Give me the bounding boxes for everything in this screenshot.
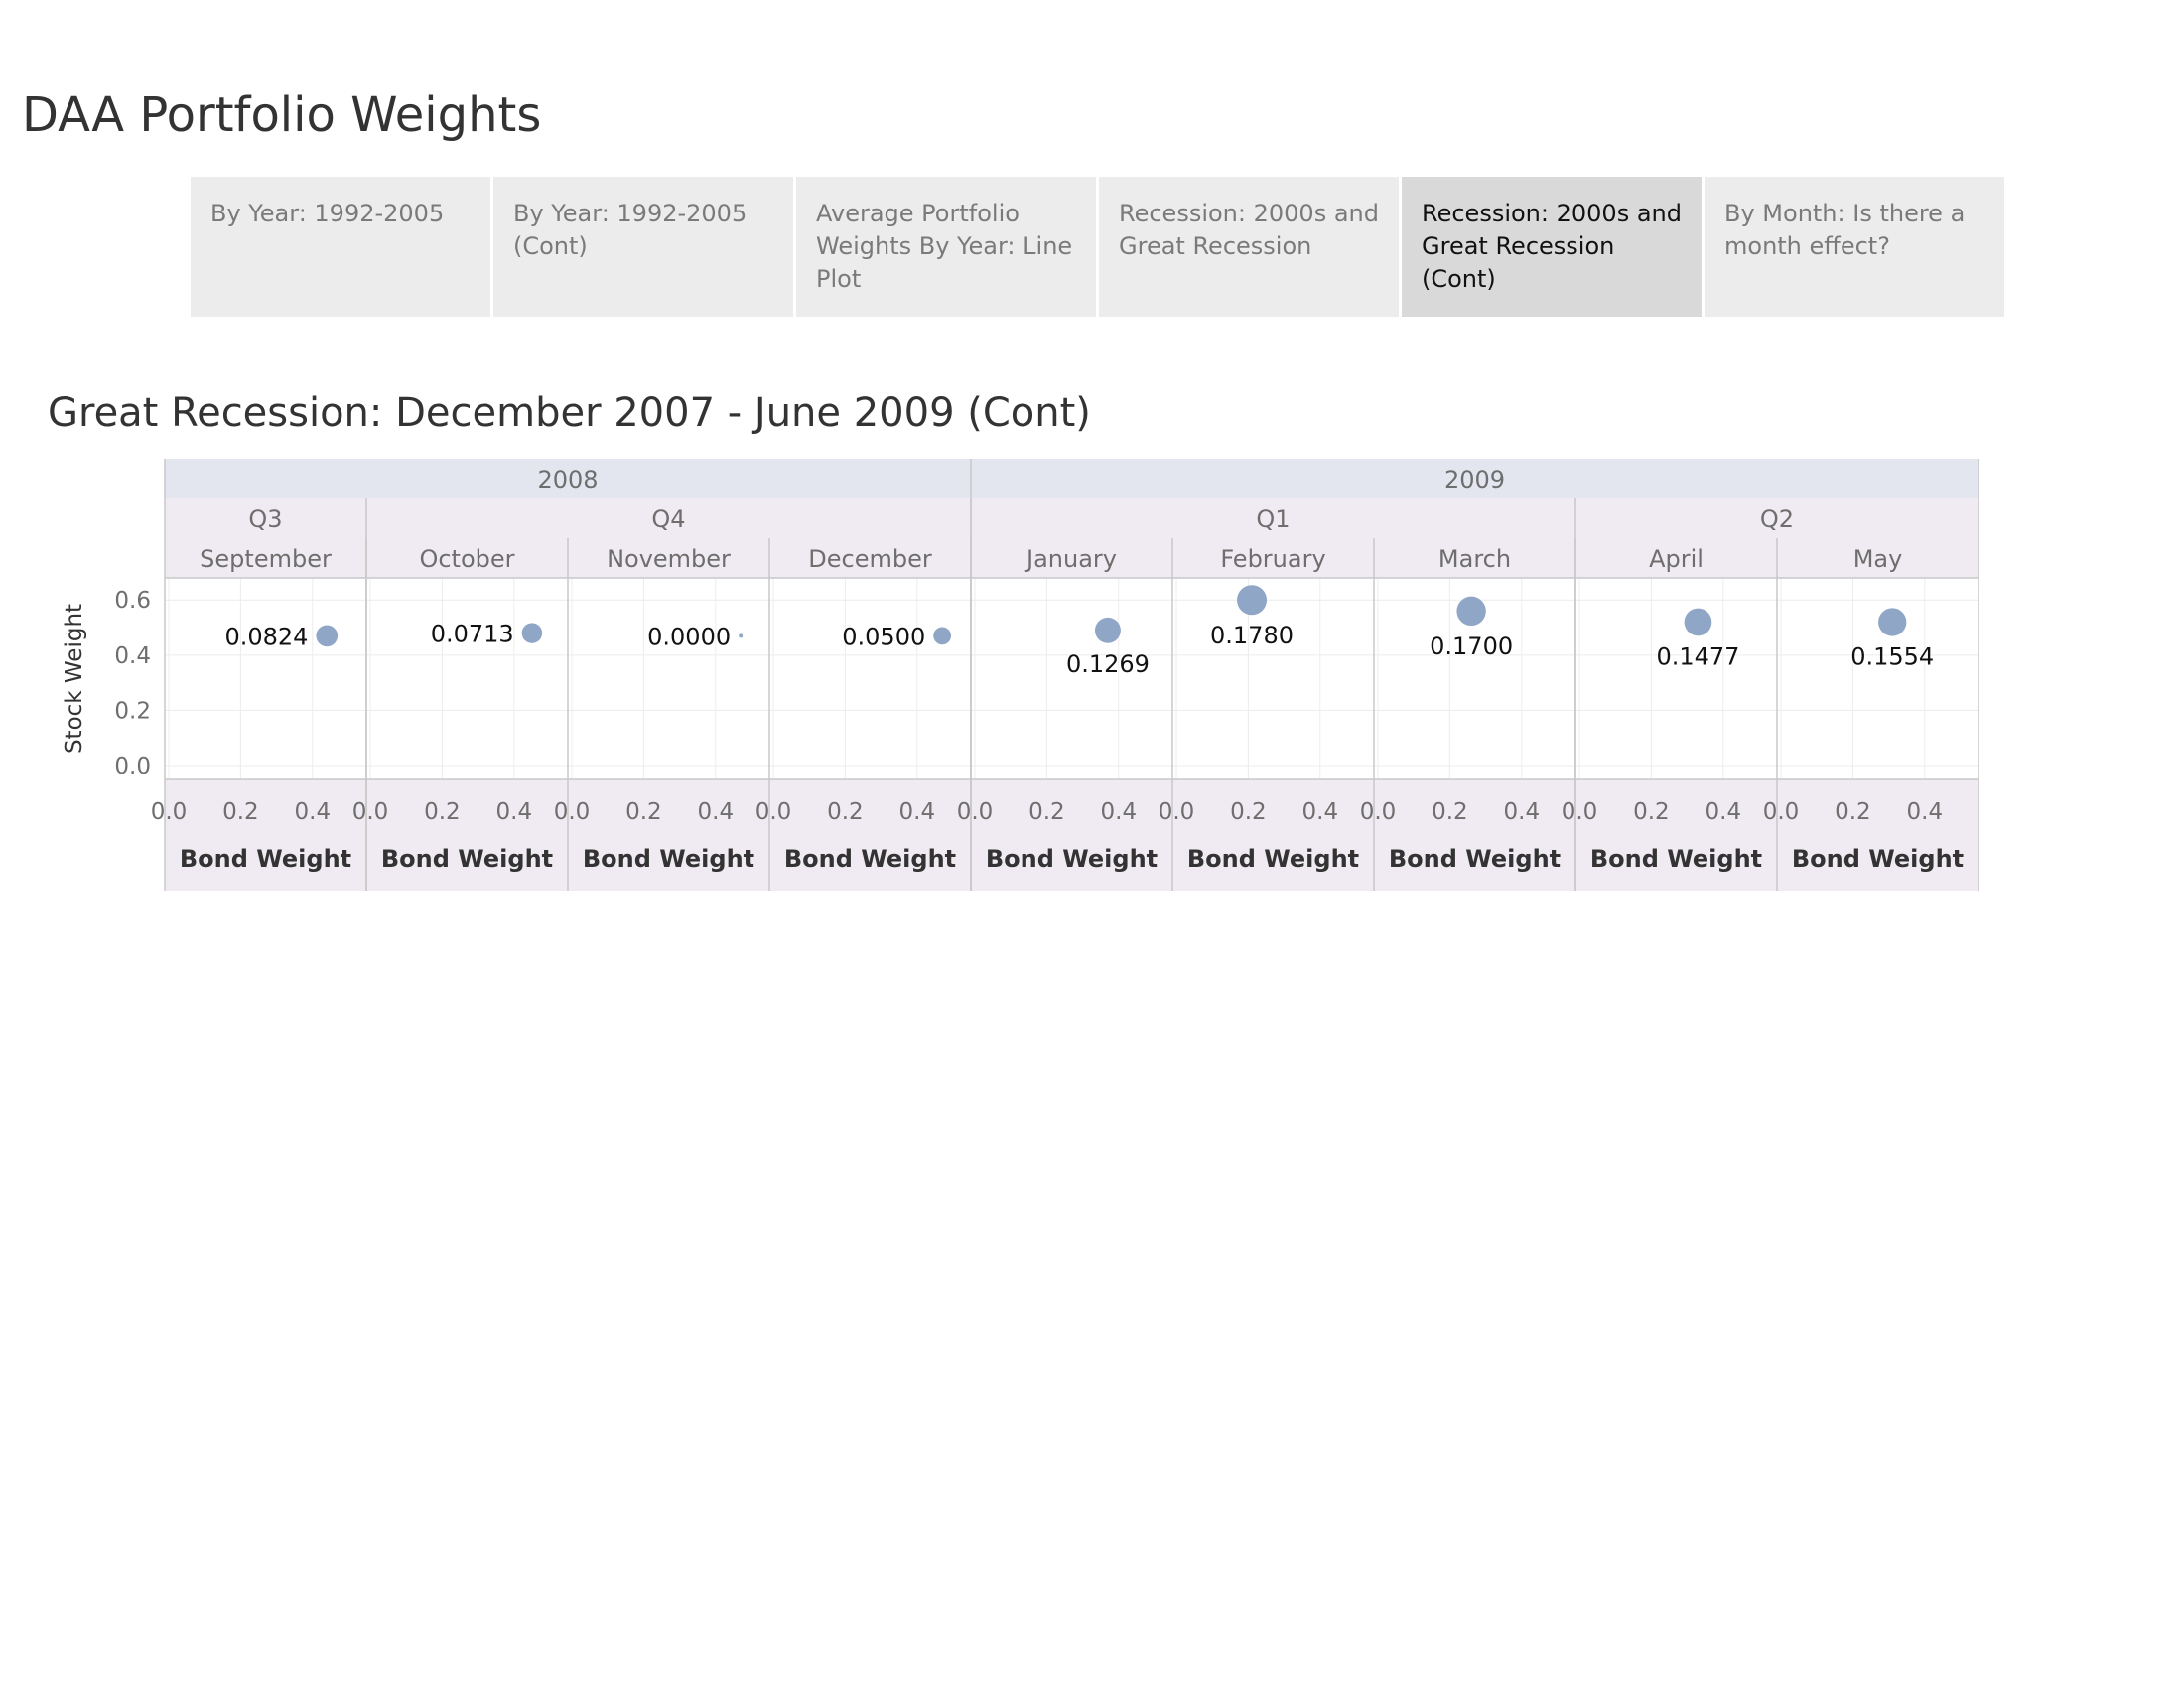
- x-axis-title: Bond Weight: [1590, 845, 1762, 873]
- y-tick-label: 0.0: [114, 754, 151, 779]
- x-tick-label: 0.0: [151, 799, 188, 825]
- month-label: March: [1438, 545, 1511, 573]
- y-tick-label: 0.4: [114, 643, 151, 669]
- x-tick-label: 0.2: [222, 799, 259, 825]
- x-tick-label: 0.4: [698, 799, 735, 825]
- month-label: September: [200, 545, 332, 573]
- x-axis-title: Bond Weight: [986, 845, 1158, 873]
- month-label: January: [1024, 545, 1117, 573]
- quarter-label: Q4: [651, 505, 685, 533]
- x-tick-label: 0.4: [496, 799, 533, 825]
- quarter-label: Q2: [1760, 505, 1794, 533]
- data-point-april: [1684, 608, 1712, 636]
- data-label: 0.1554: [1850, 643, 1934, 671]
- tab-by-month[interactable]: By Month: Is there a month effect?: [1705, 177, 2004, 317]
- month-label: October: [419, 545, 514, 573]
- month-label: February: [1220, 545, 1325, 573]
- chart-title: Great Recession: December 2007 - June 20…: [48, 390, 1091, 436]
- month-label: November: [607, 545, 731, 573]
- x-axis-title: Bond Weight: [1187, 845, 1359, 873]
- data-point-november: [739, 633, 744, 638]
- data-label: 0.0824: [224, 623, 308, 650]
- year-label: 2008: [537, 466, 598, 493]
- data-point-may: [1878, 608, 1907, 636]
- data-point-february: [1237, 585, 1268, 616]
- x-tick-label: 0.4: [1504, 799, 1541, 825]
- data-label: 0.1780: [1210, 622, 1294, 649]
- data-point-september: [316, 625, 339, 647]
- data-label: 0.1700: [1430, 633, 1513, 660]
- x-axis-title: Bond Weight: [381, 845, 553, 873]
- x-tick-label: 0.2: [1230, 799, 1267, 825]
- x-tick-label: 0.4: [1907, 799, 1944, 825]
- x-axis-title: Bond Weight: [784, 845, 956, 873]
- x-axis-band: [165, 779, 1979, 891]
- tab-by-year-1992-2005[interactable]: By Year: 1992-2005: [191, 177, 490, 317]
- year-header-band: [165, 459, 1979, 498]
- x-axis-title: Bond Weight: [583, 845, 754, 873]
- x-tick-label: 0.0: [755, 799, 792, 825]
- y-axis-title: Stock Weight: [62, 604, 87, 754]
- tab-by-year-1992-2005-cont[interactable]: By Year: 1992-2005 (Cont): [493, 177, 793, 317]
- x-tick-label: 0.4: [1101, 799, 1138, 825]
- y-tick-label: 0.2: [114, 698, 151, 724]
- data-label: 0.0713: [431, 621, 514, 648]
- data-point-october: [521, 623, 543, 643]
- month-label: April: [1649, 545, 1704, 573]
- data-point-january: [1094, 617, 1121, 643]
- data-label: 0.1477: [1656, 642, 1739, 670]
- month-label: December: [808, 545, 932, 573]
- x-tick-label: 0.0: [1562, 799, 1598, 825]
- year-label: 2009: [1444, 466, 1505, 493]
- x-tick-label: 0.0: [957, 799, 994, 825]
- x-tick-label: 0.2: [625, 799, 662, 825]
- x-tick-label: 0.2: [827, 799, 864, 825]
- x-tick-label: 0.2: [424, 799, 461, 825]
- x-axis-title: Bond Weight: [180, 845, 351, 873]
- x-tick-label: 0.0: [352, 799, 389, 825]
- x-tick-label: 0.2: [1633, 799, 1670, 825]
- month-label: May: [1853, 545, 1903, 573]
- x-tick-label: 0.0: [1763, 799, 1800, 825]
- tab-recession-2000s[interactable]: Recession: 2000s and Great Recession: [1099, 177, 1399, 317]
- x-tick-label: 0.4: [295, 799, 332, 825]
- x-axis-title: Bond Weight: [1389, 845, 1561, 873]
- x-tick-label: 0.2: [1432, 799, 1468, 825]
- tab-average-weights-line-plot[interactable]: Average Portfolio Weights By Year: Line …: [796, 177, 1096, 317]
- x-tick-label: 0.4: [899, 799, 936, 825]
- quarter-label: Q3: [248, 505, 282, 533]
- quarter-label: Q1: [1256, 505, 1290, 533]
- data-point-december: [933, 627, 952, 645]
- page-title: DAA Portfolio Weights: [22, 87, 542, 143]
- x-tick-label: 0.0: [1360, 799, 1397, 825]
- x-axis-title: Bond Weight: [1792, 845, 1964, 873]
- x-tick-label: 0.0: [554, 799, 591, 825]
- month-header-band: [165, 498, 1979, 578]
- x-tick-label: 0.2: [1028, 799, 1065, 825]
- x-tick-label: 0.4: [1706, 799, 1742, 825]
- x-tick-label: 0.2: [1835, 799, 1871, 825]
- x-tick-label: 0.0: [1159, 799, 1195, 825]
- y-tick-label: 0.6: [114, 588, 151, 614]
- tab-recession-2000s-cont[interactable]: Recession: 2000s and Great Recession (Co…: [1402, 177, 1702, 317]
- x-tick-label: 0.4: [1302, 799, 1339, 825]
- data-label: 0.0000: [647, 623, 731, 650]
- data-point-march: [1456, 596, 1486, 627]
- data-label: 0.1269: [1066, 650, 1150, 678]
- data-label: 0.0500: [842, 623, 925, 650]
